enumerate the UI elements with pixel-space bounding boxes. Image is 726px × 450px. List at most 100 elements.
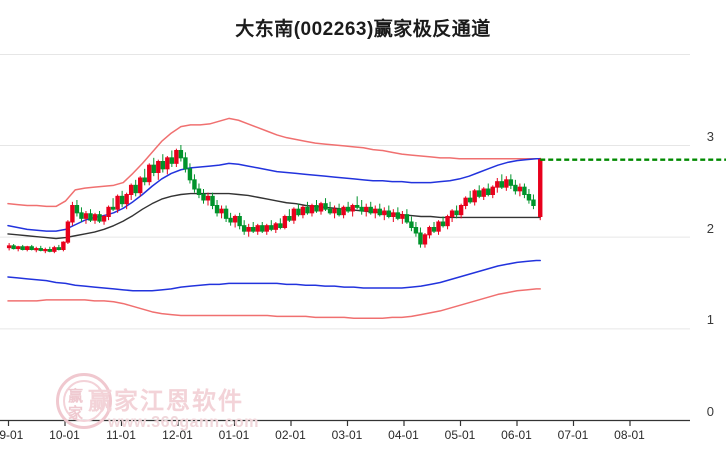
candle-body xyxy=(106,206,111,218)
candlestick xyxy=(404,209,410,224)
candlestick xyxy=(232,214,238,228)
y-tick-label-1: 1 xyxy=(706,312,714,328)
candlestick xyxy=(255,223,260,235)
candlestick xyxy=(454,205,459,219)
candle-body xyxy=(305,206,310,214)
candle-body xyxy=(83,213,89,219)
candle-body xyxy=(160,161,166,170)
candle-body xyxy=(241,225,247,232)
candlestick xyxy=(101,214,107,225)
candlestick xyxy=(395,207,401,221)
candlestick xyxy=(38,245,43,252)
x-tick-label-12-01: 12-01 xyxy=(162,428,193,442)
y-tick-label-3: 3 xyxy=(706,129,714,144)
candlestick xyxy=(391,209,396,222)
series-lower_outer_band xyxy=(7,288,541,319)
candle-body xyxy=(52,247,57,252)
x-tick-label-07-01: 07-01 xyxy=(557,428,589,442)
candlestick xyxy=(192,174,197,193)
candle-body xyxy=(92,214,98,221)
candlestick xyxy=(345,201,351,213)
candle-body xyxy=(264,225,269,232)
watermark-seal-glyph-top: 赢 xyxy=(68,388,84,405)
candlestick xyxy=(517,183,523,197)
candlestick xyxy=(20,244,25,251)
candlestick xyxy=(377,203,382,217)
candle-body xyxy=(350,205,355,212)
y-tick-label-0: 0 xyxy=(706,404,714,419)
candle-body xyxy=(395,212,401,219)
candle-body xyxy=(508,179,514,186)
x-tick-label-01-01: 01-01 xyxy=(218,428,250,442)
candle-body xyxy=(296,208,301,216)
candle-body xyxy=(187,168,193,181)
candle-body xyxy=(454,210,459,216)
candlestick xyxy=(400,211,405,224)
candlestick xyxy=(97,211,102,223)
candlestick xyxy=(341,205,346,219)
candle-body xyxy=(133,184,138,194)
candlestick xyxy=(538,157,543,221)
candlestick xyxy=(228,212,233,226)
candle-body xyxy=(499,181,505,188)
candlestick xyxy=(47,246,53,253)
candlestick xyxy=(83,211,89,224)
candle-body xyxy=(6,245,12,249)
candle-body xyxy=(260,225,265,232)
candlestick xyxy=(260,222,265,233)
candlestick xyxy=(269,220,274,232)
candlestick xyxy=(309,203,315,217)
candle-body xyxy=(373,208,378,214)
candle-body xyxy=(345,206,351,212)
candle-body xyxy=(74,205,80,214)
candlestick xyxy=(490,185,495,199)
candle-body xyxy=(309,205,315,214)
candle-body xyxy=(445,216,450,227)
candlestick xyxy=(278,218,283,230)
candle-body xyxy=(20,246,25,250)
x-tick-label-02-01: 02-01 xyxy=(275,428,306,442)
candlestick xyxy=(52,245,57,254)
candlestick xyxy=(169,150,175,167)
candle-body xyxy=(273,223,279,230)
candlestick xyxy=(373,205,378,219)
candle-body xyxy=(142,177,147,183)
candlestick xyxy=(115,194,120,213)
candle-body xyxy=(219,208,224,214)
x-tick-label-08-01: 08-01 xyxy=(614,428,645,442)
candle-body xyxy=(504,179,509,188)
candle-body xyxy=(205,195,211,201)
candle-body xyxy=(147,164,152,183)
candlestick xyxy=(422,233,428,248)
candle-body xyxy=(517,186,523,192)
candlestick xyxy=(11,244,16,250)
candlestick xyxy=(531,194,536,210)
candle-body xyxy=(422,234,428,245)
series-lower_inner_band xyxy=(7,259,541,292)
candle-body xyxy=(138,177,143,194)
candle-body xyxy=(538,159,543,217)
candle-body xyxy=(467,197,473,203)
candle-body xyxy=(490,186,495,195)
candle-body xyxy=(124,194,129,205)
candle-body xyxy=(70,205,75,223)
candle-body xyxy=(449,210,455,217)
candle-body xyxy=(232,216,238,223)
candle-body xyxy=(61,241,66,250)
candle-body xyxy=(513,184,518,192)
candle-body xyxy=(38,248,43,251)
candlestick xyxy=(318,201,324,215)
candlestick xyxy=(25,245,30,252)
candlestick xyxy=(436,220,441,235)
candlestick xyxy=(106,205,111,221)
candlestick xyxy=(124,192,129,210)
candlestick xyxy=(486,183,491,197)
candle-body xyxy=(128,184,134,196)
candlestick xyxy=(219,205,224,219)
candle-body xyxy=(291,208,297,221)
candlestick xyxy=(431,222,437,233)
candle-body xyxy=(214,205,220,214)
candle-body xyxy=(323,203,328,210)
candlestick xyxy=(458,203,464,219)
